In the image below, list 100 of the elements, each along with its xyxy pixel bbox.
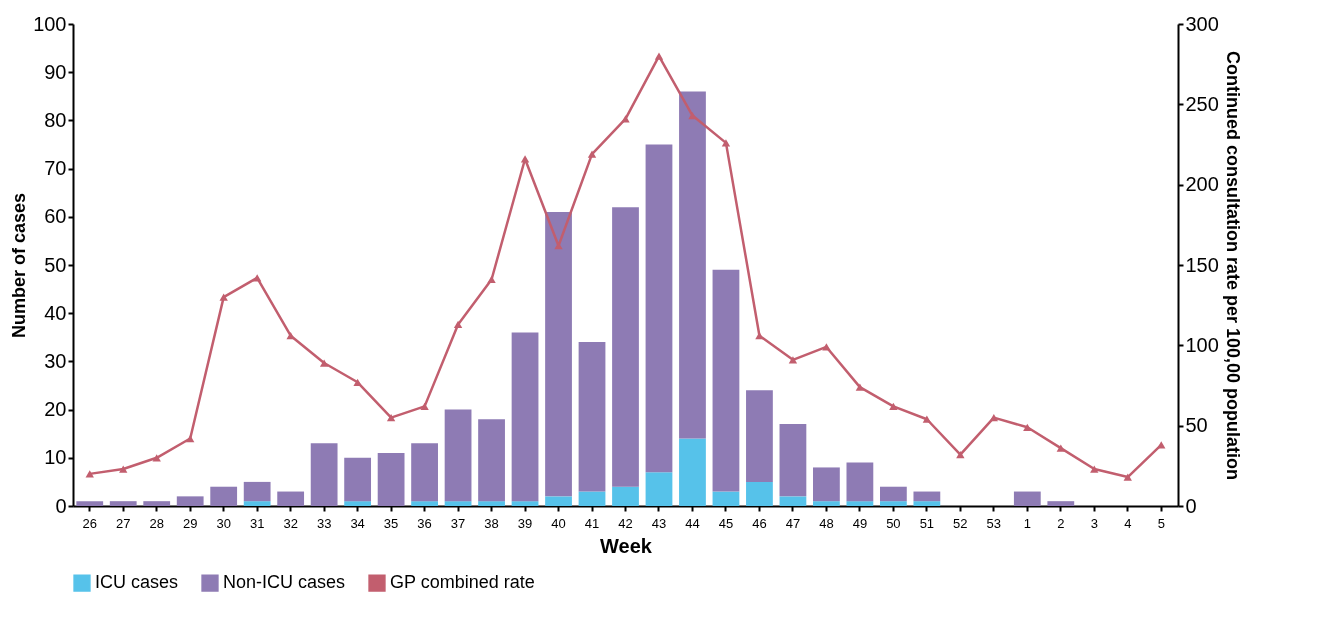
bar [277,491,305,506]
y-tick-label: 100 [33,12,67,35]
x-tick-label: 4 [1124,515,1132,531]
x-tick-label: 49 [852,515,868,531]
x-tick-label: 30 [216,515,231,531]
x-axis-title: Week [600,534,653,557]
bar [813,501,840,506]
y2-tick-label: 50 [1185,414,1208,437]
bar [645,472,673,506]
point [688,111,697,120]
bar [176,496,204,506]
legend-label: ICU cases [95,572,179,593]
x-tick-label: 45 [718,515,734,531]
point [520,155,530,163]
x-tick-label: 41 [584,515,600,531]
x-tick-label: 39 [517,515,533,531]
bar [411,443,438,502]
y-tick-label: 90 [44,60,67,83]
bar [612,486,639,506]
bar [612,207,639,487]
point [956,450,965,459]
bar [879,501,907,506]
bar [679,438,706,506]
y-tick-label: 70 [44,157,67,180]
x-tick-label: 38 [484,515,499,531]
point [855,383,865,391]
bar [344,457,372,502]
y-tick-label: 80 [44,108,67,131]
x-tick-label: 32 [283,515,298,531]
x-tick-label: 26 [82,515,97,531]
x-tick-label: 44 [685,515,700,531]
bar [310,443,338,506]
point [822,343,831,351]
point [453,320,463,329]
bar [444,409,472,502]
x-tick-label: 50 [886,515,901,531]
point [989,414,999,422]
x-tick-label: 27 [115,515,131,531]
bar [645,144,673,473]
bar [210,486,238,506]
point [755,332,764,340]
bar [813,467,840,502]
y2-axis-title: Continued consultation rate per 100,00 population [1222,50,1243,481]
point [420,402,429,411]
y2-tick-label: 250 [1185,92,1219,115]
bar [1013,491,1041,506]
bar [545,211,572,497]
bar [545,496,572,506]
bar [344,501,372,506]
x-tick-label: 47 [785,515,801,531]
y-axis-title: Number of cases [9,192,30,339]
point [319,359,329,367]
y2-tick-label: 0 [1185,494,1197,517]
point [1056,444,1065,452]
bar [76,501,104,506]
point [1090,465,1099,473]
x-tick-label: 36 [417,515,432,531]
legend-label: Non-ICU cases [223,572,346,593]
bar [679,91,706,439]
bar [411,501,438,506]
bar [478,501,505,506]
x-tick-label: 31 [249,515,265,531]
x-tick-label: 3 [1090,515,1098,531]
x-tick-label: 33 [316,515,332,531]
point [219,293,228,301]
bar [143,501,171,506]
bar [1047,501,1075,506]
y-tick-label: 0 [55,494,67,517]
x-tick-label: 37 [450,515,466,531]
point [186,434,195,443]
point [386,414,396,422]
x-tick-label: 35 [383,515,399,531]
y2-tick-label: 300 [1185,12,1219,35]
point [654,52,664,60]
bar [578,342,606,492]
point [1023,423,1032,431]
bar [779,424,807,497]
point [119,465,128,473]
x-tick-label: 42 [618,515,633,531]
bar [444,501,472,506]
bar [712,269,740,492]
x-tick-label: 53 [986,515,1002,531]
bar [109,501,137,506]
y-tick-label: 20 [44,398,67,421]
point [788,356,798,364]
x-tick-label: 40 [551,515,566,531]
point [487,275,496,284]
x-tick-label: 34 [350,515,365,531]
point [889,402,898,411]
point [1157,441,1166,449]
x-tick-label: 46 [752,515,767,531]
bar [846,501,874,506]
x-tick-label: 5 [1157,515,1165,531]
bar [779,496,807,506]
x-tick-label: 51 [919,515,935,531]
bar [913,501,941,506]
x-tick-label: 1 [1023,515,1031,531]
x-tick-label: 52 [953,515,968,531]
x-tick-label: 29 [182,515,198,531]
y2-tick-label: 200 [1185,173,1219,196]
